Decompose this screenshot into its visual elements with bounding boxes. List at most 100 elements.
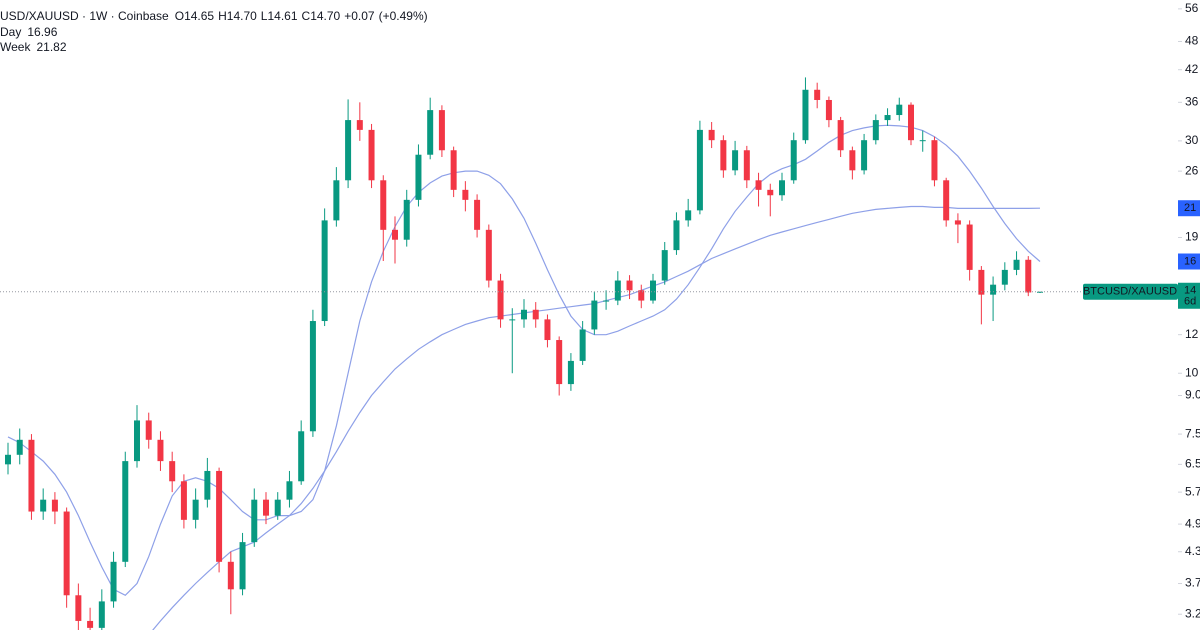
candle-body bbox=[415, 154, 422, 200]
readout-key: O bbox=[175, 9, 184, 23]
candle-body bbox=[954, 220, 961, 225]
candle-body bbox=[509, 319, 516, 321]
legend-name: Week bbox=[0, 40, 31, 54]
candle-body bbox=[87, 620, 94, 628]
readout-key: H bbox=[218, 9, 227, 23]
candle-body bbox=[591, 300, 598, 330]
candle-body bbox=[497, 280, 504, 320]
y-tick-label: 4.9 bbox=[1185, 516, 1200, 530]
y-tick-label: 4.3 bbox=[1185, 544, 1200, 558]
candle-body bbox=[943, 180, 950, 221]
candle-body bbox=[403, 199, 410, 240]
candle-body bbox=[216, 470, 223, 562]
candle-body bbox=[5, 454, 11, 465]
candle-body bbox=[544, 319, 551, 341]
candle-body bbox=[438, 110, 445, 151]
plot-area bbox=[0, 77, 1178, 630]
candle-body bbox=[251, 499, 258, 543]
candle-body bbox=[356, 120, 363, 130]
candle-body bbox=[919, 140, 926, 142]
candle-body bbox=[40, 499, 47, 512]
candle-body bbox=[204, 470, 211, 500]
candle-body bbox=[603, 300, 610, 302]
candle-body bbox=[263, 499, 269, 516]
candle-body bbox=[650, 280, 656, 301]
candle-body bbox=[321, 220, 328, 322]
candle-body bbox=[485, 229, 492, 281]
y-tick-label: 56 bbox=[1185, 1, 1199, 15]
y-tick-label: 12 bbox=[1185, 327, 1199, 341]
ma-label: 16 bbox=[1184, 255, 1196, 267]
candle-body bbox=[685, 210, 692, 221]
moving-average-line bbox=[152, 205, 1041, 630]
candle-body bbox=[180, 481, 187, 520]
candle-body bbox=[450, 150, 457, 190]
candle-body bbox=[556, 340, 563, 385]
candle-body bbox=[192, 499, 199, 520]
candle-body bbox=[380, 180, 387, 230]
change-percent: (+0.49%) bbox=[379, 9, 428, 23]
readout-value: 14.70 bbox=[227, 9, 257, 23]
candle-body bbox=[696, 129, 703, 211]
candle-body bbox=[661, 250, 668, 281]
price-axis: 56 48 42 36 30 26 19 12 10 9.0 7.5 6.5 5.7 4.9 4.3 3.7 3… bbox=[1083, 1, 1200, 620]
candle-body bbox=[28, 439, 35, 512]
y-tick-label: 30 bbox=[1185, 133, 1199, 147]
y-tick-label: 9.0 bbox=[1185, 388, 1200, 402]
candle-body bbox=[427, 110, 434, 155]
candle-body bbox=[802, 89, 809, 141]
candle-body bbox=[274, 499, 281, 516]
ma-label-box bbox=[1178, 200, 1200, 217]
candle-body bbox=[825, 99, 832, 121]
candle-body bbox=[462, 189, 469, 200]
candle-body bbox=[474, 199, 481, 230]
candle-body bbox=[157, 439, 164, 462]
y-tick-label: 3.2 bbox=[1185, 606, 1200, 620]
candle-body bbox=[884, 115, 891, 121]
y-tick-label: 6.5 bbox=[1185, 457, 1200, 471]
legend: USD/XAUUSD · 1W · Coinbase O 14.65 H 14.70 L… bbox=[0, 9, 428, 54]
candle-body bbox=[309, 321, 316, 432]
candle-body bbox=[814, 89, 821, 100]
candle-body bbox=[1037, 291, 1043, 293]
candle-body bbox=[567, 360, 574, 385]
candle-body bbox=[368, 129, 375, 181]
candle-body bbox=[626, 280, 633, 291]
candle-body bbox=[861, 140, 868, 171]
candle-body bbox=[75, 595, 82, 621]
y-tick-label: 3.7 bbox=[1185, 576, 1200, 590]
y-tick-label: 7.5 bbox=[1185, 426, 1200, 440]
readout-value: 14.65 bbox=[184, 9, 214, 23]
candle-body bbox=[134, 420, 140, 462]
ma-label: 21 bbox=[1184, 202, 1196, 214]
y-tick-label: 48 bbox=[1185, 34, 1199, 48]
candle-body bbox=[732, 150, 739, 171]
candle-body bbox=[392, 229, 398, 240]
candle-body bbox=[579, 329, 586, 361]
readout-value: 14.61 bbox=[267, 9, 297, 23]
candle-body bbox=[16, 439, 23, 455]
ma-label-box bbox=[1178, 253, 1200, 270]
readout-key: C bbox=[302, 9, 311, 23]
candle-body bbox=[837, 120, 844, 151]
candle-body bbox=[145, 420, 152, 440]
candle-body bbox=[872, 120, 879, 141]
candle-body bbox=[532, 309, 539, 320]
candle-body bbox=[98, 601, 105, 628]
candle-body bbox=[767, 189, 774, 196]
candle-body bbox=[790, 140, 797, 181]
readout-key: L bbox=[261, 9, 268, 23]
legend-value: 21.82 bbox=[36, 40, 66, 54]
candle-body bbox=[978, 269, 985, 295]
candle-body bbox=[638, 290, 645, 301]
candle-body bbox=[720, 140, 727, 171]
candle-body bbox=[908, 104, 914, 141]
candle-body bbox=[239, 542, 246, 590]
candle-body bbox=[743, 150, 750, 181]
moving-average-line bbox=[7, 124, 1041, 597]
candle-body bbox=[63, 511, 70, 596]
symbol-label-box bbox=[1083, 283, 1178, 300]
